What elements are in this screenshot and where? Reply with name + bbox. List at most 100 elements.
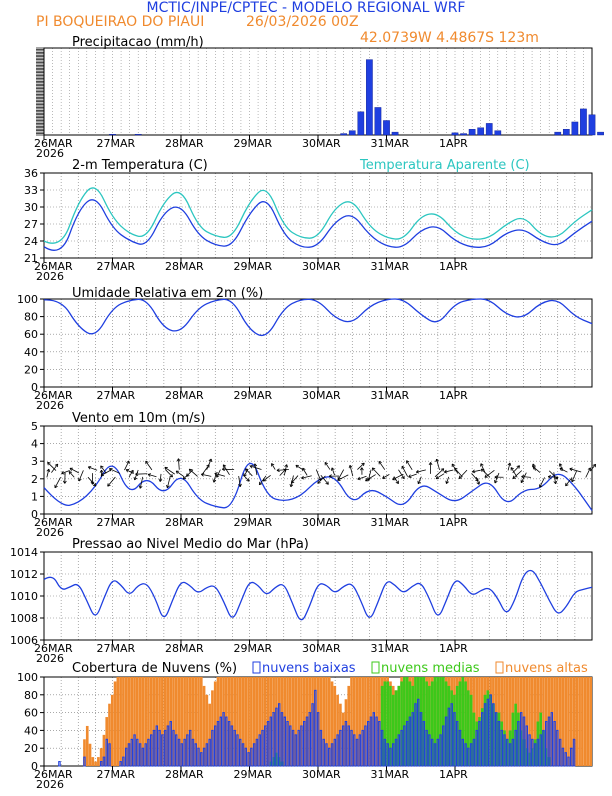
wind-ylabel: 4 bbox=[31, 438, 38, 451]
rh-xlabel: 28MAR bbox=[165, 389, 204, 402]
clouds-bar-nuvens-altas bbox=[578, 677, 581, 766]
rh-ylabel: 20 bbox=[24, 363, 38, 376]
precip-bar bbox=[375, 107, 381, 135]
clouds-xlabel: 30MAR bbox=[302, 768, 341, 781]
pressure-xlabel: 27MAR bbox=[97, 642, 136, 655]
legend-mid-label: nuvens medias bbox=[381, 661, 480, 676]
precip-bar bbox=[452, 133, 458, 135]
clouds-bar-nuvens-altas bbox=[91, 757, 94, 766]
rh-ylabel: 0 bbox=[31, 381, 38, 394]
precip-xlabel: 28MAR bbox=[165, 137, 204, 150]
temp-year: 2026 bbox=[36, 270, 64, 283]
wind-arrow bbox=[55, 477, 61, 487]
temp-ylabel: 24 bbox=[24, 235, 38, 248]
legend-low-swatch bbox=[253, 662, 260, 673]
wind-xlabel: 29MAR bbox=[234, 516, 273, 529]
precip-bar bbox=[341, 134, 347, 135]
wind-ylabel: 3 bbox=[31, 455, 38, 468]
clouds-bar-nuvens-altas bbox=[576, 677, 579, 766]
clouds-title: Cobertura de Nuvens (%) bbox=[72, 661, 237, 676]
rh-xlabel: 1APR bbox=[439, 389, 468, 402]
legend-mid-swatch bbox=[372, 662, 379, 673]
clouds-bar-nuvens-altas bbox=[122, 677, 125, 766]
clouds-ylabel: 100 bbox=[17, 671, 38, 684]
wind-xlabel: 31MAR bbox=[371, 516, 410, 529]
clouds-bar-nuvens-altas bbox=[119, 677, 122, 766]
rh-xlabel: 27MAR bbox=[97, 389, 136, 402]
temp-xlabel: 27MAR bbox=[97, 260, 136, 273]
wind-arrow bbox=[398, 470, 404, 479]
pressure-title: Pressao ao Nivel Medio do Mar (hPa) bbox=[72, 537, 309, 552]
wind-arrow bbox=[365, 475, 375, 481]
pressure-ylabel: 1008 bbox=[10, 612, 38, 625]
clouds-bar-nuvens-altas bbox=[94, 762, 97, 766]
precip-bar bbox=[349, 131, 355, 135]
precip-bar bbox=[495, 131, 501, 135]
wind-arrow bbox=[379, 461, 385, 469]
precip-xlabel: 27MAR bbox=[97, 137, 136, 150]
pressure-xlabel: 31MAR bbox=[371, 642, 410, 655]
pressure-xlabel: 30MAR bbox=[302, 642, 341, 655]
temp-ylabel: 30 bbox=[24, 201, 38, 214]
clouds-xlabel: 27MAR bbox=[97, 768, 136, 781]
clouds-bar-nuvens-altas bbox=[89, 744, 92, 766]
temp-title: 2-m Temperatura (C) bbox=[72, 158, 208, 173]
rh-xlabel: 30MAR bbox=[302, 389, 341, 402]
clouds-bar-nuvens-baixas bbox=[59, 762, 60, 766]
clouds-bar-nuvens-altas bbox=[97, 757, 100, 766]
wind-arrow bbox=[372, 468, 380, 476]
clouds-bar-nuvens-altas bbox=[86, 726, 89, 766]
wind-xlabel: 1APR bbox=[439, 516, 468, 529]
pressure-xlabel: 28MAR bbox=[165, 642, 204, 655]
clouds-ylabel: 40 bbox=[24, 724, 38, 737]
temp-ylabel: 36 bbox=[24, 167, 38, 180]
clouds-bar-nuvens-altas bbox=[567, 677, 570, 766]
precip-bar bbox=[383, 121, 389, 136]
precip-bar bbox=[478, 128, 484, 135]
wind-xlabel: 27MAR bbox=[97, 516, 136, 529]
legend-high-label: nuvens altas bbox=[505, 661, 588, 676]
precip-bar bbox=[460, 134, 466, 135]
pressure-xlabel: 29MAR bbox=[234, 642, 273, 655]
wind-arrow bbox=[533, 467, 540, 473]
precip-bar bbox=[572, 122, 578, 135]
legend-low-label: nuvens baixas bbox=[262, 661, 356, 676]
pressure-xlabel: 1APR bbox=[439, 642, 468, 655]
precip-bar bbox=[597, 132, 603, 135]
clouds-bar-nuvens-altas bbox=[584, 677, 587, 766]
clouds-bar-nuvens-altas bbox=[587, 677, 590, 766]
clouds-ylabel: 0 bbox=[31, 760, 38, 773]
clouds-year: 2026 bbox=[36, 778, 64, 791]
clouds-ylabel: 60 bbox=[24, 707, 38, 720]
temp-xlabel: 31MAR bbox=[371, 260, 410, 273]
temp-xlabel: 1APR bbox=[439, 260, 468, 273]
rh-xlabel: 31MAR bbox=[371, 389, 410, 402]
pressure-year: 2026 bbox=[36, 652, 64, 665]
precip-bar bbox=[135, 134, 141, 135]
header-run: 26/03/2026 00Z bbox=[246, 14, 359, 30]
wind-arrow bbox=[88, 477, 96, 486]
wind-arrow bbox=[455, 468, 463, 477]
rh-ylabel: 40 bbox=[24, 346, 38, 359]
wind-arrow bbox=[51, 464, 57, 473]
temp-ylabel: 21 bbox=[24, 252, 38, 265]
precip-bar bbox=[589, 115, 595, 135]
wind-year: 2026 bbox=[36, 526, 64, 539]
precip-bar bbox=[358, 112, 364, 135]
clouds-ylabel: 20 bbox=[24, 742, 38, 755]
header-location: PI BOQUEIRAO DO PIAUI bbox=[36, 14, 204, 30]
rh-ylabel: 100 bbox=[17, 293, 38, 306]
temp-xlabel: 28MAR bbox=[165, 260, 204, 273]
precip-year: 2026 bbox=[36, 147, 64, 160]
wind-ylabel: 1 bbox=[31, 490, 38, 503]
rh-xlabel: 29MAR bbox=[234, 389, 273, 402]
rh-ylabel: 80 bbox=[24, 311, 38, 324]
clouds-bar-nuvens-altas bbox=[111, 695, 114, 766]
pressure-ylabel: 1006 bbox=[10, 634, 38, 647]
clouds-bar-nuvens-altas bbox=[589, 677, 592, 766]
precip-bar bbox=[563, 129, 569, 135]
wind-xlabel: 30MAR bbox=[302, 516, 341, 529]
precip-bar bbox=[469, 129, 475, 135]
rh-year: 2026 bbox=[36, 399, 64, 412]
